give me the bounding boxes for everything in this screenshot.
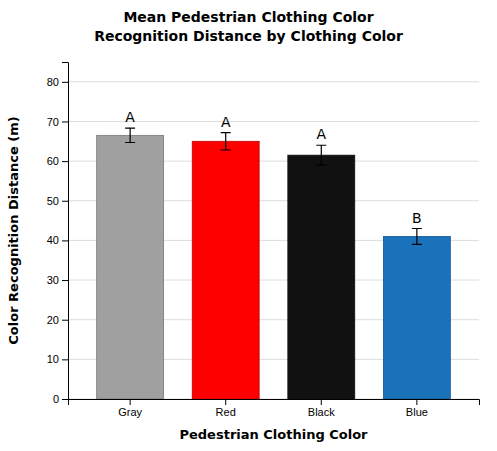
y-tick-label: 50 — [47, 195, 59, 207]
grid-line — [68, 81, 479, 82]
y-tick-mark — [62, 399, 68, 400]
y-axis-line — [62, 63, 69, 400]
x-axis-line — [69, 400, 480, 406]
annotation: A — [317, 126, 327, 142]
annotation: B — [412, 210, 422, 226]
error-bar — [125, 128, 135, 142]
y-tick-label: 80 — [47, 76, 59, 88]
x-tick-label: Gray — [118, 406, 142, 418]
y-tick-mark — [62, 161, 68, 162]
bar — [383, 236, 450, 399]
y-axis: 0 10 20 30 40 50 60 70 80 — [47, 63, 69, 406]
x-tick: Gray — [118, 399, 142, 418]
error-bar — [412, 229, 422, 245]
x-tick-label: Red — [216, 406, 236, 418]
y-tick-label: 40 — [47, 234, 59, 246]
annotations: A A A B — [125, 109, 421, 225]
y-tick-label: 20 — [47, 314, 59, 326]
bar — [97, 135, 164, 399]
y-tick-mark — [62, 121, 68, 122]
marks — [97, 128, 451, 399]
y-tick: 80 — [47, 76, 68, 88]
y-tick: 60 — [47, 155, 68, 167]
title: Mean Pedestrian Clothing Color — [123, 9, 373, 25]
subtitle: Recognition Distance by Clothing Color — [94, 28, 403, 44]
chart: A A A B 0 10 20 30 40 50 60 70 80 Gray Red Black Blue Ped… — [0, 0, 497, 451]
x-tick-label: Black — [308, 406, 335, 418]
y-tick: 20 — [47, 314, 68, 326]
y-tick-label: 60 — [47, 155, 59, 167]
x-tick: Blue — [406, 399, 428, 418]
error-bar — [316, 145, 326, 165]
y-tick: 70 — [47, 115, 68, 127]
x-tick-label: Blue — [406, 406, 428, 418]
y-tick-mark — [62, 240, 68, 241]
y-tick-mark — [62, 201, 68, 202]
x-tick: Black — [308, 399, 335, 418]
y-tick-label: 10 — [47, 353, 59, 365]
error-bar — [221, 133, 231, 150]
x-tick-mark — [416, 399, 417, 405]
x-axis: Gray Red Black Blue — [69, 399, 480, 418]
y-axis-title: Color Recognition Distance (m) — [6, 116, 21, 344]
y-tick: 50 — [47, 195, 68, 207]
y-tick: 10 — [47, 353, 68, 365]
x-tick-mark — [321, 399, 322, 405]
x-tick: Red — [216, 399, 236, 418]
grid — [68, 82, 479, 399]
y-tick-label: 70 — [47, 115, 59, 127]
y-tick-mark — [62, 359, 68, 360]
annotation: A — [125, 109, 135, 125]
bar — [192, 141, 259, 399]
x-axis-title: Pedestrian Clothing Color — [179, 427, 368, 442]
y-tick: 0 — [53, 393, 68, 405]
bar — [288, 155, 355, 399]
y-tick-label: 30 — [47, 274, 59, 286]
y-tick-label: 0 — [53, 393, 59, 405]
y-tick-mark — [62, 320, 68, 321]
y-tick-mark — [62, 82, 68, 83]
annotation: A — [221, 114, 231, 130]
x-tick-mark — [130, 399, 131, 405]
y-tick: 30 — [47, 274, 68, 286]
y-tick: 40 — [47, 234, 68, 246]
x-tick-mark — [225, 399, 226, 405]
y-tick-mark — [62, 280, 68, 281]
plot: A A A B 0 10 20 30 40 50 60 70 80 Gray Red Black Blue — [47, 63, 480, 418]
